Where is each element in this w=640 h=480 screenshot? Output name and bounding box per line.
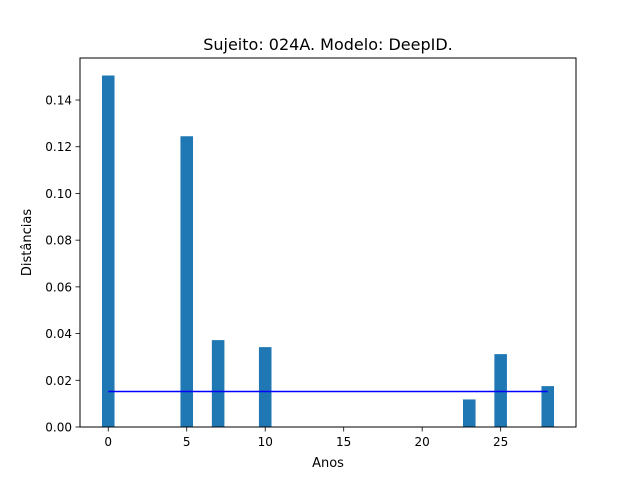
y-tick-label: 0.04 [45, 327, 72, 341]
bar-10 [258, 347, 272, 427]
x-tick-label: 5 [183, 435, 191, 449]
y-axis-ticks: 0.00 0.02 0.04 0.06 0.08 0.10 0.12 0.14 [45, 94, 80, 435]
y-tick-label: 0.06 [45, 280, 72, 294]
bar-5 [180, 136, 194, 428]
x-tick-label: 10 [258, 435, 273, 449]
x-tick-label: 15 [336, 435, 351, 449]
plot-frame [79, 57, 577, 428]
y-tick-label: 0.02 [45, 374, 72, 388]
y-tick-label: 0.14 [45, 94, 72, 108]
y-axis-label: Distâncias [20, 209, 35, 276]
y-tick-label: 0.12 [45, 140, 72, 154]
y-tick-label: 0.08 [45, 234, 72, 248]
bar-28 [541, 386, 555, 427]
y-tick-label: 0.10 [45, 187, 72, 201]
x-tick-label: 0 [104, 435, 112, 449]
chart-title: Sujeito: 024A. Modelo: DeepID. [203, 35, 453, 54]
y-tick-label: 0.00 [45, 421, 72, 435]
x-axis-ticks: 0 5 10 15 20 25 [104, 427, 508, 449]
bars-group [101, 75, 555, 428]
bar-23 [462, 399, 476, 427]
x-tick-label: 25 [493, 435, 508, 449]
bar-7 [211, 340, 225, 427]
bar-25 [494, 354, 507, 427]
x-axis-label: Anos [312, 456, 344, 471]
x-tick-label: 20 [415, 435, 430, 449]
bar-0 [101, 75, 115, 428]
